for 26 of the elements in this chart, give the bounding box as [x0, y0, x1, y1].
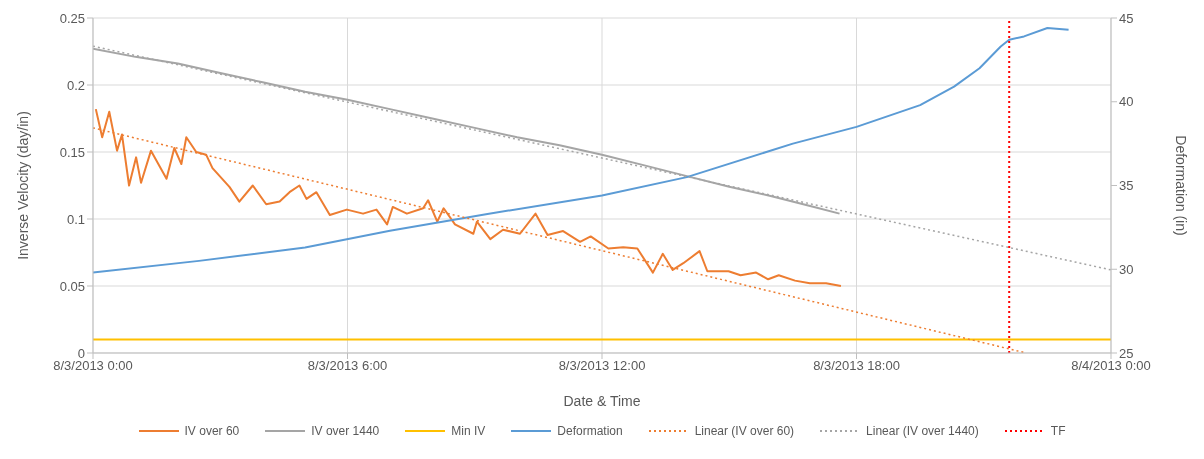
x-tick-label: 8/3/2013 0:00 — [53, 358, 133, 374]
y-tick-label: 0.2 — [66, 77, 85, 93]
y2-tick-label: 45 — [1119, 10, 1134, 26]
y2-tick-label: 30 — [1119, 261, 1134, 277]
x-tick-label: 8/3/2013 6:00 — [307, 358, 388, 374]
y2-axis-title: Deformation (in) — [1173, 135, 1190, 236]
legend-label: Linear (IV over 1440) — [866, 424, 979, 438]
y-tick-label: 0 — [77, 345, 85, 361]
y-tick-label: 0.15 — [59, 144, 85, 160]
legend-label: IV over 1440 — [311, 424, 380, 438]
legend-label: IV over 60 — [184, 424, 240, 438]
x-axis-title: Date & Time — [563, 393, 641, 409]
x-tick-label: 8/4/2013 0:00 — [1071, 358, 1151, 374]
y-tick-label: 0.25 — [59, 10, 85, 26]
y-axis-title: Inverse Velocity (day/in) — [14, 111, 31, 260]
y-tick-label: 0.1 — [66, 211, 85, 227]
legend-label: Deformation — [557, 424, 623, 438]
y-tick-label: 0.05 — [59, 278, 85, 294]
legend-label: TF — [1050, 424, 1066, 438]
y2-tick-label: 35 — [1119, 178, 1134, 194]
y2-tick-label: 25 — [1119, 345, 1134, 361]
legend-label: Linear (IV over 60) — [694, 424, 795, 438]
x-tick-label: 8/3/2013 12:00 — [558, 358, 646, 374]
x-tick-label: 8/3/2013 18:00 — [813, 358, 900, 374]
legend-label: Min IV — [451, 424, 486, 438]
y2-tick-label: 40 — [1119, 94, 1134, 110]
